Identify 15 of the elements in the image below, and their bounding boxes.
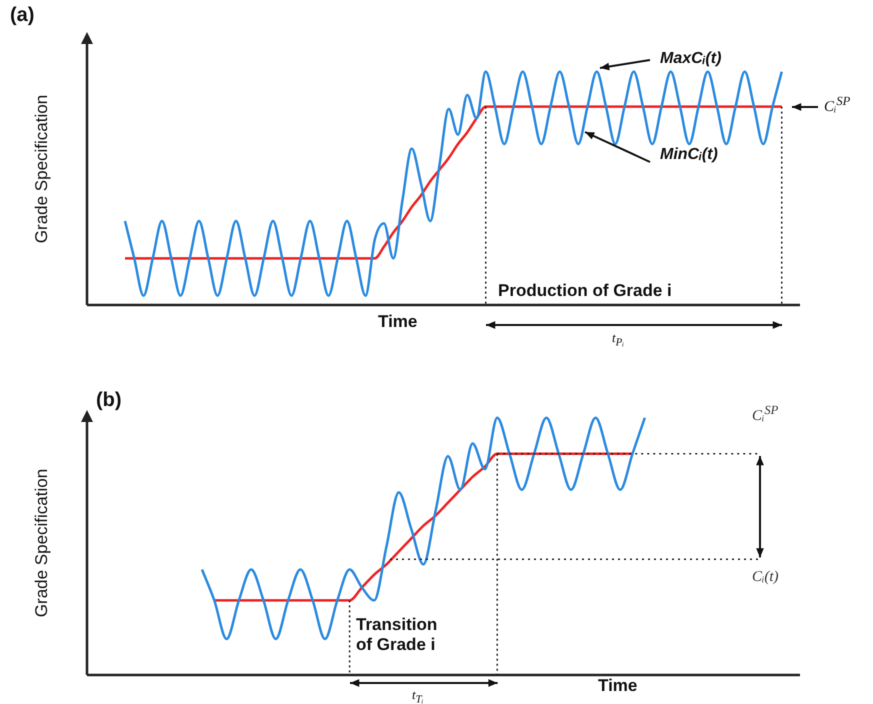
text: Cᵢ$^{SP}$ (824, 94, 850, 116)
annotation: Production of Grade i (498, 281, 672, 301)
annotation: MinCᵢ(t) (660, 146, 718, 164)
y-axis-title: Grade Specification (32, 94, 52, 243)
ref-line-label: Cᵢ$^{SP}$ (752, 403, 778, 425)
y-axis-title: Grade Specification (32, 468, 52, 617)
text: MaxCᵢ(t) (660, 50, 722, 68)
text: t$_{Tᵢ}$ (412, 687, 424, 704)
chart-title: (a) (10, 4, 34, 27)
chart-title: (b) (96, 389, 122, 412)
text: t$_{Pᵢ}$ (612, 330, 624, 349)
x-axis-title: Time (598, 676, 638, 696)
x-axis-title: Time (378, 312, 418, 332)
annotation: Transition of Grade i (356, 615, 438, 655)
ref-line-label: Cᵢ(t) (752, 569, 779, 586)
